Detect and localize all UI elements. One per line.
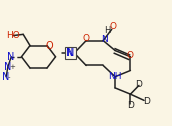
- Text: O: O: [109, 22, 116, 31]
- Text: O: O: [83, 34, 90, 43]
- Text: N: N: [66, 48, 73, 58]
- Text: NH: NH: [108, 72, 122, 81]
- Text: H: H: [104, 26, 110, 35]
- Text: HO: HO: [6, 31, 20, 40]
- Text: +: +: [9, 64, 15, 70]
- Text: O: O: [46, 41, 53, 51]
- Text: D: D: [127, 101, 134, 111]
- Text: D: D: [136, 80, 142, 89]
- Text: -: -: [8, 74, 10, 80]
- Text: D: D: [143, 97, 150, 105]
- Text: N: N: [7, 52, 14, 62]
- Bar: [65, 47, 76, 59]
- Text: O: O: [126, 51, 133, 60]
- Text: N: N: [2, 72, 9, 82]
- Text: N: N: [67, 48, 74, 58]
- Text: N: N: [4, 62, 11, 72]
- Text: N: N: [101, 35, 108, 44]
